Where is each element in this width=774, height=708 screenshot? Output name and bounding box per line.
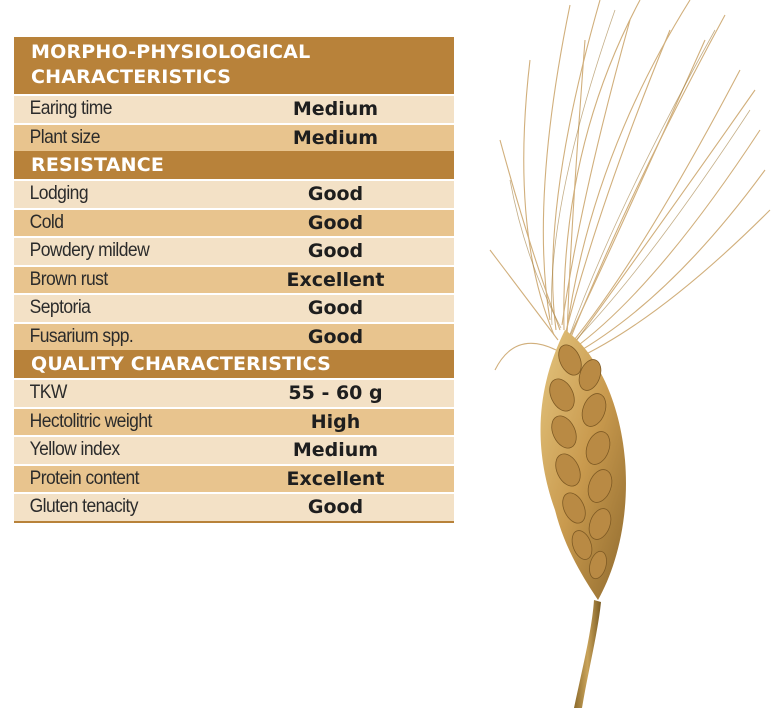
row-label: Earing time: [29, 98, 113, 120]
section-header-quality: QUALITY CHARACTERISTICS: [14, 350, 454, 378]
table-row: Septoria Good: [14, 293, 454, 322]
row-label: Yellow index: [29, 439, 120, 461]
table-row: Earing time Medium: [14, 94, 454, 123]
section-header-resistance: RESISTANCE: [14, 151, 454, 179]
table-row: Protein content Excellent: [14, 463, 454, 492]
row-value: Good: [307, 183, 364, 206]
row-value: Good: [307, 211, 364, 234]
table-row: Lodging Good: [14, 179, 454, 208]
table-row: Powdery mildew Good: [14, 236, 454, 265]
row-value: High: [310, 410, 361, 433]
row-value: Good: [307, 496, 364, 519]
table-row: Cold Good: [14, 207, 454, 236]
row-label: Hectolitric weight: [29, 410, 153, 432]
row-value: 55 - 60 g: [288, 382, 383, 405]
row-label: Gluten tenacity: [29, 496, 139, 518]
table-row: Hectolitric weight High: [14, 406, 454, 435]
row-label: Brown rust: [29, 268, 109, 290]
wheat-ear-icon: [489, 0, 771, 708]
row-value: Medium: [292, 98, 379, 121]
row-value: Good: [307, 297, 364, 320]
row-label: Plant size: [29, 126, 101, 148]
table-row: Plant size Medium: [14, 122, 454, 151]
table-row: TKW 55 - 60 g: [14, 378, 454, 407]
section-header-morpho: MORPHO-PHYSIOLOGICAL CHARACTERISTICS: [14, 37, 454, 94]
row-value: Medium: [292, 439, 379, 462]
row-value: Excellent: [286, 268, 385, 291]
table-row: Yellow index Medium: [14, 435, 454, 464]
row-label: Cold: [29, 211, 64, 233]
row-label: TKW: [29, 382, 68, 404]
table-row: Fusarium spp. Good: [14, 321, 454, 350]
row-label: Lodging: [29, 183, 89, 205]
table-row: Gluten tenacity Good: [14, 492, 454, 521]
row-value: Medium: [292, 126, 379, 149]
table-row: Brown rust Excellent: [14, 264, 454, 293]
row-value: Good: [307, 240, 364, 263]
row-label: Protein content: [29, 467, 140, 489]
row-value: Excellent: [286, 467, 385, 490]
row-label: Powdery mildew: [29, 240, 150, 262]
row-value: Good: [307, 325, 364, 348]
row-label: Fusarium spp.: [29, 325, 134, 347]
characteristics-table: MORPHO-PHYSIOLOGICAL CHARACTERISTICS Ear…: [14, 37, 454, 523]
row-label: Septoria: [29, 297, 91, 319]
